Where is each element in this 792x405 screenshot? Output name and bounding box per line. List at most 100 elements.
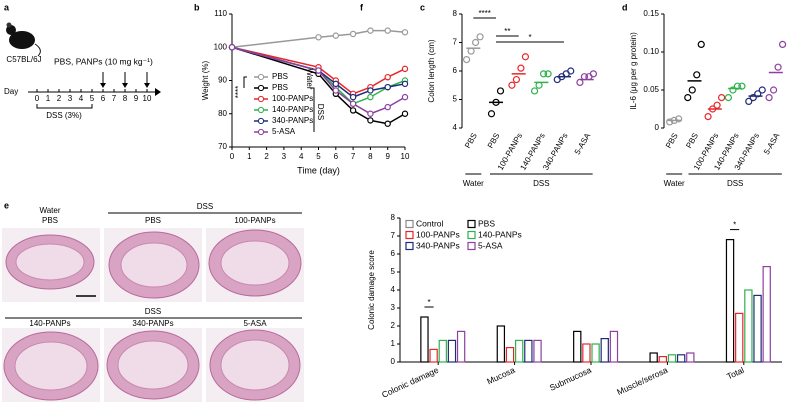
data-point [332,87,339,94]
data-point [717,93,726,102]
bar [600,338,609,363]
y-tick-label: 7 [453,38,458,47]
data-point [693,71,701,79]
bar [582,343,591,363]
data-point [349,100,357,107]
bar [573,330,582,363]
image-label: PBS [145,216,161,225]
data-point [758,86,766,94]
legend-label: 340-PANPs [416,240,460,250]
group-label: DSS [197,202,213,211]
data-point [729,86,737,94]
significance: ** [504,27,510,36]
data-point [349,107,357,114]
group-label: Water [463,179,484,188]
day-number: 5 [90,94,95,103]
y-tick-label: 7 [391,231,396,240]
data-point [315,67,322,74]
legend-swatch [405,241,414,251]
legend-marker [257,106,265,114]
y-tick-label: 0.05 [643,85,659,94]
x-tick-label: Mucosa [485,365,516,387]
data-point [384,120,391,127]
bar [496,325,506,363]
data-point [508,81,516,89]
y-tick-label: 100 [214,42,228,51]
data-point [367,110,374,117]
data-point [401,80,409,88]
y-tick-label: 110 [214,9,227,18]
data-point [539,70,548,78]
panel-label: e [4,200,9,210]
mouse-tail [34,43,41,57]
data-point [530,87,539,95]
data-point [738,82,746,90]
y-tick-label: 8 [391,213,396,222]
x-tick-label: Submucosa [548,365,593,393]
group-bracket [310,87,315,132]
data-point [467,47,475,55]
data-point [580,73,589,81]
data-point [704,112,712,121]
y-tick-label: 80 [218,109,227,118]
bar [753,294,762,363]
bar [438,339,447,363]
legend-marker [257,73,265,81]
bar [524,339,533,363]
y-tick-label: 0.10 [643,47,659,56]
data-point [733,82,742,90]
data-point [384,27,391,34]
x-tick-label: 2 [264,152,269,161]
bar [420,316,429,363]
group-label: DSS [145,307,161,316]
significance: * [528,33,531,42]
mouse-icon [9,31,35,49]
y-axis-title: Colon length (cm) [427,39,436,102]
strain: C57BL/6J [6,55,41,64]
data-point [567,67,575,75]
data-point [765,93,773,102]
bar [447,339,457,363]
significance: **** [478,9,490,18]
legend-swatch [467,219,476,229]
data-point [487,110,496,118]
legend-label: 100-PANPs [272,94,313,103]
y-tick-label: 4 [391,285,396,294]
x-tick-label: 5 [316,152,321,161]
bar [667,354,677,363]
panel-label: f [360,2,364,12]
y-tick-label: 0 [391,357,396,366]
bar [735,312,744,363]
y-tick-label: 4 [453,123,458,132]
bar [762,266,771,363]
bar [514,339,524,363]
data-point [778,40,787,49]
data-point [384,73,391,81]
day-number: 2 [57,94,62,103]
bar [658,356,667,363]
legend-label: 140-PANPs [478,229,522,239]
x-tick-label: 1 [247,152,252,161]
bar [609,330,619,363]
data-point [367,93,374,101]
x-axis-title: Time (day) [297,165,340,175]
group-label: Water [39,206,60,215]
data-point [745,97,753,106]
dose-arrowheads [100,83,150,88]
water-label: Water [305,68,314,89]
data-point [367,117,374,124]
bar [505,347,515,363]
group-label: DSS [533,179,549,188]
x-tick-label: 5-ASA [762,131,782,156]
day-number: 6 [101,94,106,103]
image-label: 140-PANPs [29,319,70,328]
legend-label: 340-PANPs [272,116,313,125]
data-point [384,83,391,91]
data-point [315,34,322,41]
bar [686,352,695,363]
bar [744,289,753,363]
data-point [576,78,584,87]
data-point [471,38,480,47]
y-tick-label: 1 [391,339,396,348]
